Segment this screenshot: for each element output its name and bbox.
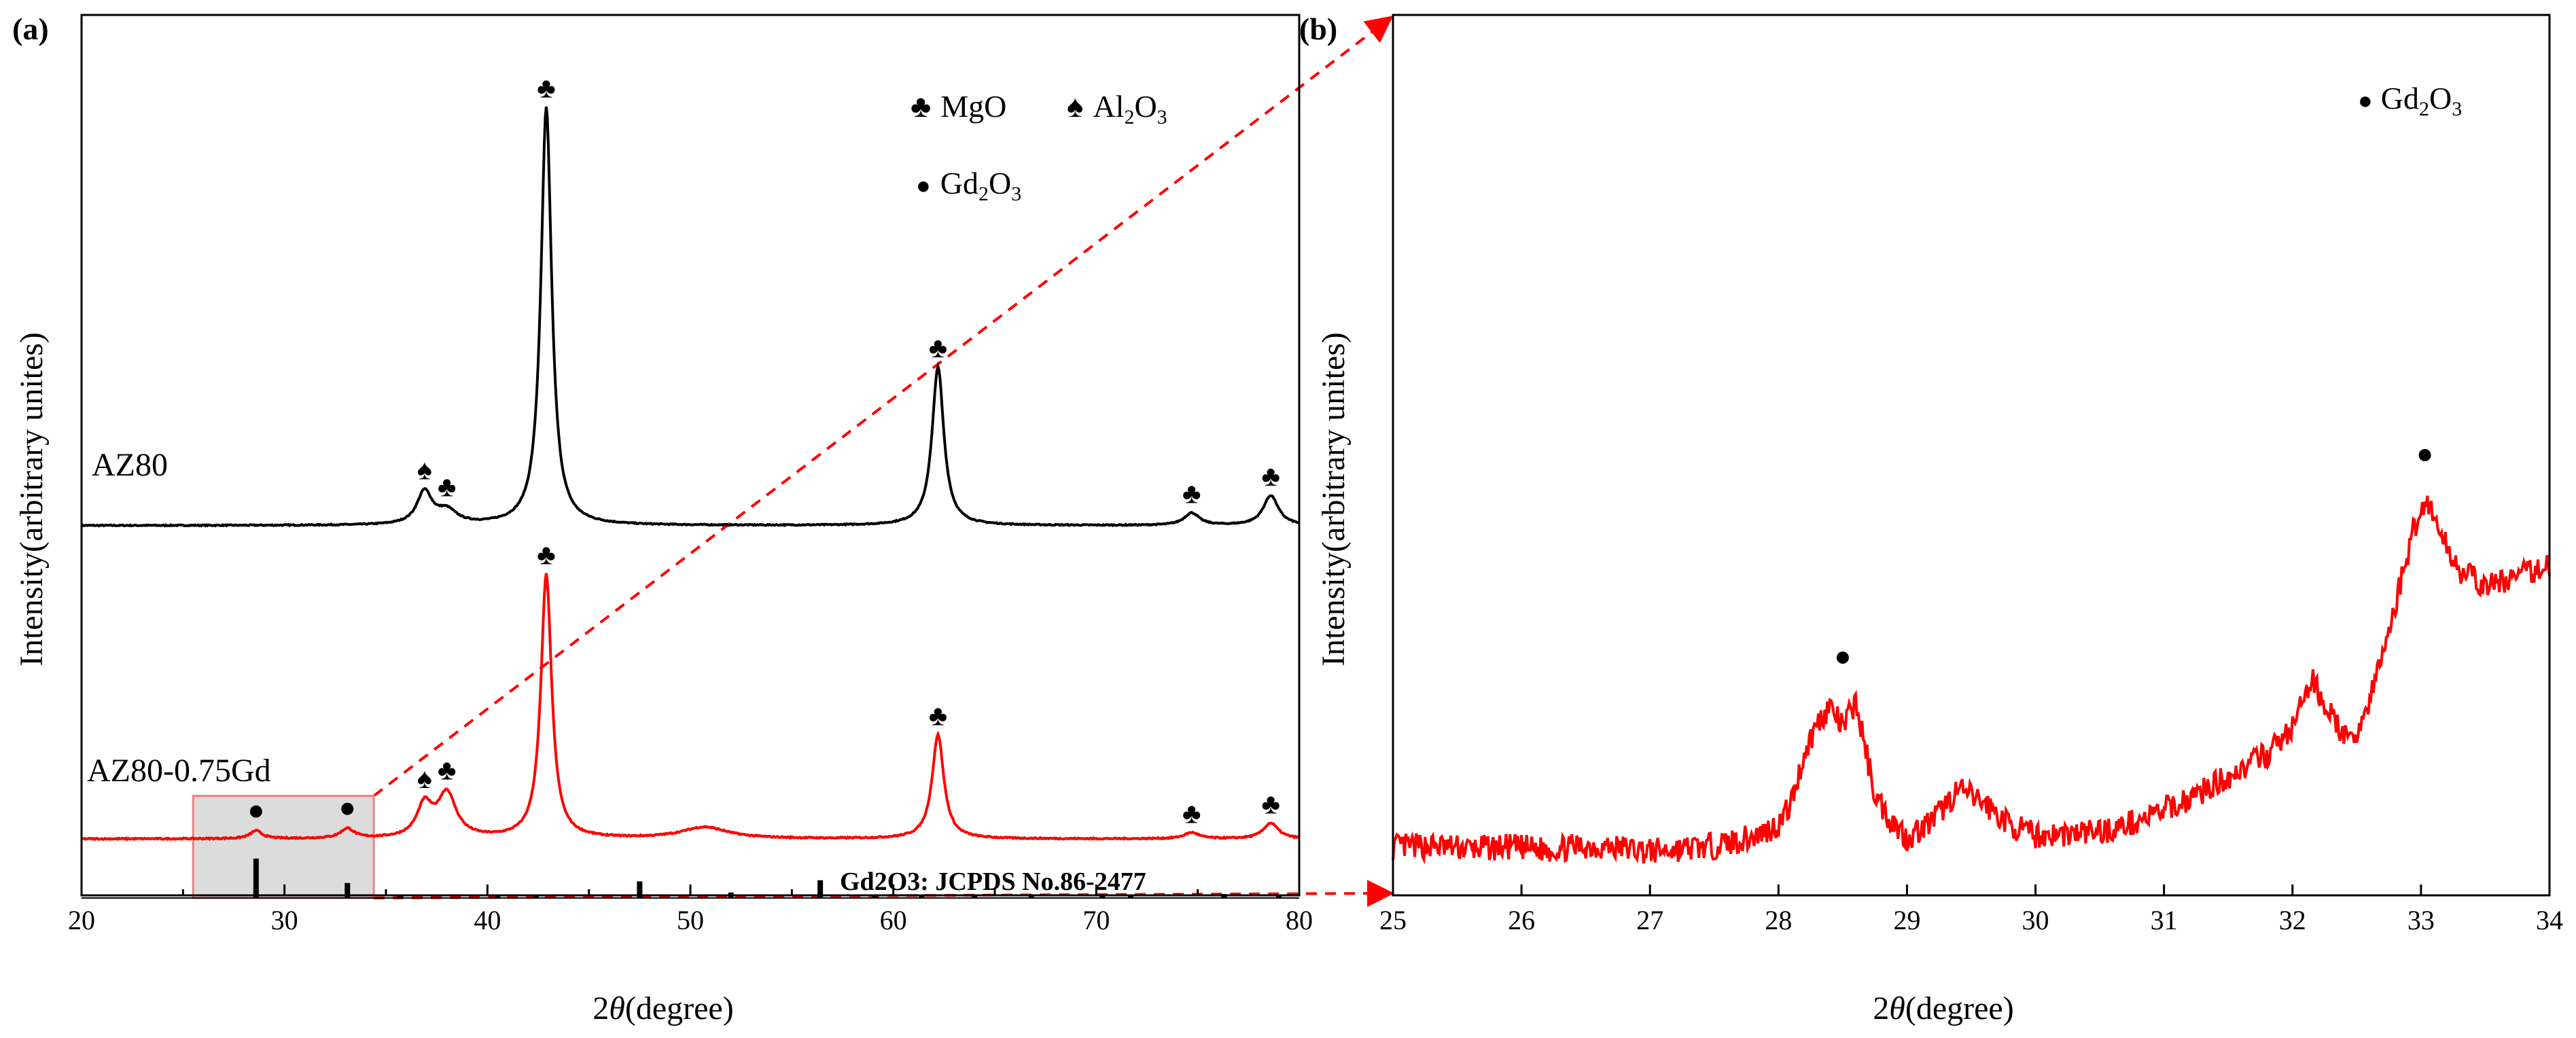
gd2o3-dot-icon	[341, 802, 354, 815]
xlabel-suffix: (degree)	[1905, 990, 2014, 1026]
panel-a-tag: (a)	[12, 12, 49, 46]
panel-a-legend: ♣ MgO ♠ Al2O3 ● Gd2O3	[911, 89, 1167, 205]
reference-stick	[1128, 895, 1134, 898]
x-tick-label: 27	[1636, 905, 1663, 935]
peak-markers: ♠♣♣♣♣♣♠ ♣♣♣♣ ♣	[249, 73, 1280, 829]
mgo-club-icon: ♣	[438, 755, 457, 787]
spade-icon: ♠	[1067, 89, 1083, 124]
panel-a-chart: ♠♣♣♣♣♣♠ ♣♣♣♣ ♣ 20 30 40 50 60 70 80 (a) Intensit…	[12, 12, 1313, 1026]
x-tick-label: 50	[677, 905, 704, 935]
panel-b-axes-frame	[1392, 14, 2551, 897]
x-tick-label: 30	[271, 905, 298, 935]
panel-b-y-axis-label: Intensity(arbitrary unites)	[1316, 332, 1352, 666]
gd2o3-dot-icon	[1836, 651, 1849, 664]
x-tick-label: 31	[2151, 905, 2178, 935]
reference-stick	[637, 881, 643, 898]
mgo-club-icon: ♣	[537, 540, 556, 571]
x-tick-label: 25	[1379, 905, 1407, 935]
panel-a-x-ticks: 20 30 40 50 60 70 80	[68, 884, 1313, 935]
dot-icon: ●	[2358, 87, 2373, 114]
al2o3-spade-icon: ♠	[417, 454, 432, 486]
gd2o3-dot-icon	[249, 805, 262, 818]
xlabel-theta: θ	[1889, 990, 1905, 1026]
reference-stick	[397, 895, 403, 898]
series-az80-gd-line	[81, 573, 1300, 842]
panel-a-y-axis-label: Intensity(arbitrary unites)	[14, 332, 50, 666]
club-icon: ♣	[911, 89, 931, 124]
reference-stick	[1099, 895, 1106, 898]
mgo-club-icon: ♣	[929, 701, 948, 732]
mgo-club-icon: ♣	[438, 472, 457, 503]
x-tick-label: 32	[2279, 905, 2306, 935]
xlabel-prefix: 2	[1873, 990, 1889, 1026]
x-tick-label: 26	[1508, 905, 1535, 935]
panel-b-tag: (b)	[1299, 12, 1337, 46]
reference-stick	[345, 882, 351, 898]
reference-stick	[972, 895, 978, 898]
sample-label-az80-gd: AZ80-0.75Gd	[87, 753, 271, 789]
x-tick-label: 80	[1286, 905, 1313, 935]
reference-stick	[1028, 895, 1034, 898]
legend-mgo: ♣ MgO	[911, 89, 1006, 124]
reference-stick	[533, 896, 540, 898]
x-tick-label: 29	[1893, 905, 1920, 935]
gd2o3-dot-icon	[2418, 449, 2431, 461]
reference-stick	[253, 858, 259, 898]
mgo-club-icon: ♣	[1261, 789, 1280, 820]
connector-top-dashed	[372, 16, 1394, 798]
reference-stick	[1276, 895, 1282, 898]
mgo-club-icon: ♣	[537, 73, 556, 104]
legend-gd2o3: ● Gd2O3	[916, 166, 1021, 205]
mgo-club-icon: ♣	[1182, 798, 1201, 829]
series-az80-line	[80, 106, 1300, 528]
mgo-club-icon: ♣	[929, 333, 948, 364]
series-zoom-line	[1392, 495, 2551, 865]
reference-stick	[872, 895, 878, 898]
sample-label-az80: AZ80	[92, 447, 168, 483]
reference-pattern-label: Gd2O3: JCPDS No.86-2477	[840, 867, 1146, 896]
mgo-club-icon: ♣	[1261, 461, 1280, 493]
reference-stick	[919, 895, 925, 898]
panel-b-legend-gd2o3: ● Gd2O3	[2358, 81, 2462, 120]
x-tick-label: 34	[2536, 905, 2563, 935]
mgo-club-icon: ♣	[1182, 479, 1201, 510]
xlabel-suffix: (degree)	[625, 990, 734, 1026]
x-tick-label: 70	[1082, 905, 1110, 935]
x-tick-label: 60	[880, 905, 907, 935]
xlabel-prefix: 2	[593, 990, 609, 1026]
panel-b-x-axis-label: 2θ(degree)	[1873, 990, 2013, 1026]
x-tick-label: 28	[1765, 905, 1792, 935]
panel-a-x-axis-label: 2θ(degree)	[593, 990, 733, 1026]
zoom-peak-markers	[1836, 449, 2431, 664]
reference-stick	[495, 895, 501, 898]
reference-stick	[817, 880, 824, 898]
x-tick-label: 33	[2407, 905, 2435, 935]
panel-b-chart: 25 26 27 28 29 30 31 32 33 34 (b) Intensity(arbit…	[1299, 12, 2563, 1026]
dot-icon: ●	[916, 172, 931, 199]
x-tick-label: 20	[68, 905, 95, 935]
x-tick-label: 30	[2022, 905, 2049, 935]
connector-bottom-dashed	[374, 880, 1394, 908]
x-tick-label: 40	[474, 905, 501, 935]
al2o3-spade-icon: ♠	[417, 764, 432, 795]
zoom-connector-lines	[372, 16, 1394, 908]
xlabel-theta: θ	[609, 990, 625, 1026]
panel-b-x-ticks: 25 26 27 28 29 30 31 32 33 34	[1379, 884, 2563, 935]
legend-al2o3: ♠ Al2O3	[1067, 89, 1167, 128]
